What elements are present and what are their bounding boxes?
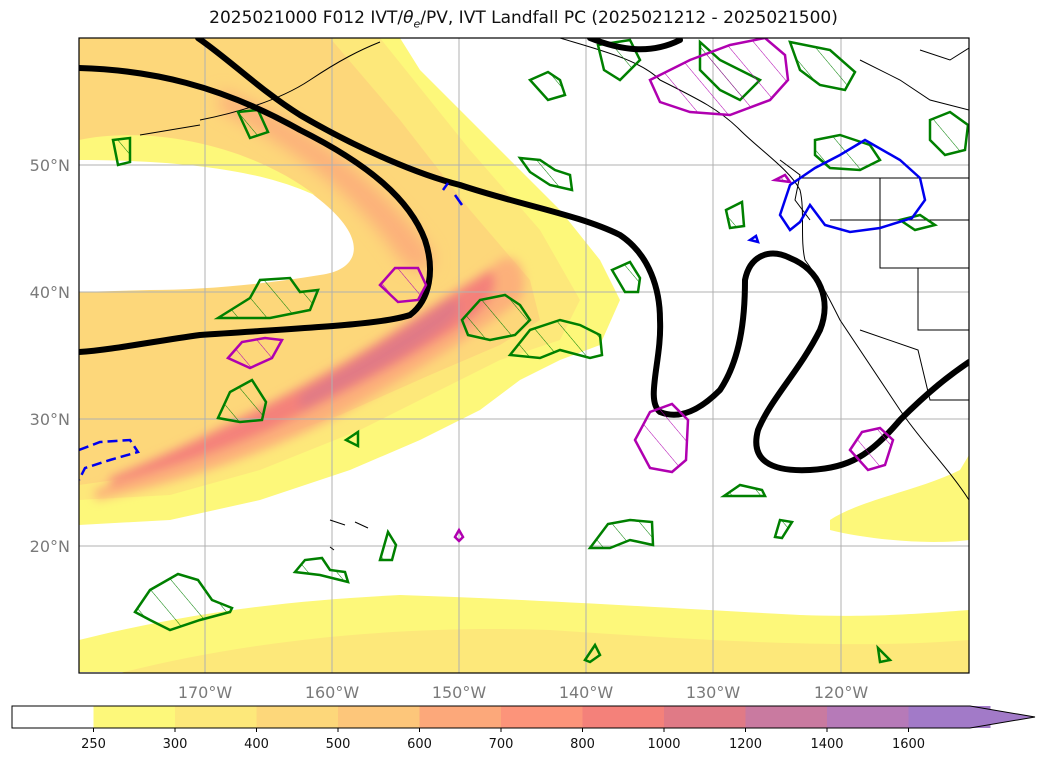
colorbar-label-1200: 1200	[729, 737, 762, 752]
colorbar-outline	[11, 705, 1036, 729]
lon-label-120w: 120°W	[814, 683, 869, 702]
colorbar-label-1400: 1400	[810, 737, 843, 752]
lon-label-150w: 150°W	[432, 683, 487, 702]
title-theta-sub: e	[413, 17, 421, 31]
colorbar-label-250: 250	[81, 737, 106, 752]
lat-label-20: 20°N	[30, 537, 70, 556]
landfall-negative-contours	[79, 138, 927, 481]
colorbar-label-1600: 1600	[892, 737, 925, 752]
colorbar-bin-5	[419, 706, 502, 728]
map-frame	[78, 37, 970, 674]
colorbar-bin-4	[338, 706, 420, 728]
colorbar-bin-2	[175, 706, 257, 728]
pv-contour	[79, 38, 969, 474]
colorbar-bin-7	[582, 706, 665, 728]
colorbar-label-800: 800	[570, 737, 595, 752]
colorbar-label-400: 400	[244, 737, 269, 752]
colorbar-extend-arrow	[908, 706, 1035, 728]
lon-label-130w: 130°W	[686, 683, 741, 702]
lon-label-170w: 170°W	[178, 683, 233, 702]
lon-label-140w: 140°W	[559, 683, 614, 702]
title-prefix: 2025021000 F012 IVT/	[209, 8, 404, 28]
lon-label-160w: 160°W	[305, 683, 360, 702]
landfall-positive-contours	[225, 38, 895, 543]
ivt-shading	[79, 38, 969, 673]
title-suffix: /PV, IVT Landfall PC (2025021212 - 20250…	[420, 8, 838, 28]
colorbar-label-300: 300	[163, 737, 188, 752]
colorbar-label-700: 700	[489, 737, 514, 752]
colorbar-label-1000: 1000	[647, 737, 680, 752]
colorbar-bin-0	[12, 706, 94, 728]
colorbar: 250 300 400 500 600 700 800 1000 1200 1400 1600	[11, 705, 1036, 752]
title-theta: θ	[403, 8, 414, 28]
colorbar-bin-10	[827, 706, 909, 728]
lat-label-40: 40°N	[30, 283, 70, 302]
colorbar-bin-9	[745, 706, 828, 728]
colorbar-bin-1	[93, 706, 176, 728]
colorbar-label-600: 600	[407, 737, 432, 752]
map-title: 2025021000 F012 IVT/θe/PV, IVT Landfall …	[0, 8, 1047, 30]
lat-label-50: 50°N	[30, 156, 70, 175]
lat-label-30: 30°N	[30, 410, 70, 429]
colorbar-bin-3	[256, 706, 339, 728]
colorbar-bin-8	[664, 706, 746, 728]
colorbar-label-500: 500	[326, 737, 351, 752]
colorbar-bin-6	[501, 706, 583, 728]
